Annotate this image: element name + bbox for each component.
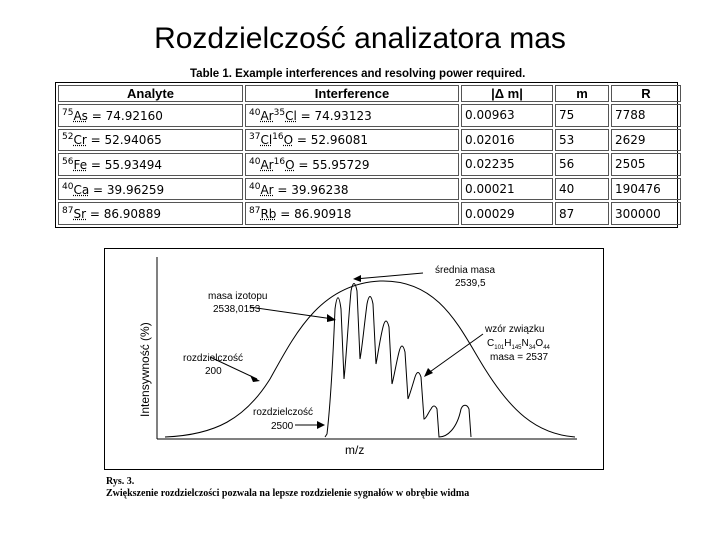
broad-peak-curve xyxy=(164,280,576,438)
figure-caption: Rys. 3. Zwiększenie rozdzielczości pozwa… xyxy=(106,476,469,500)
cell-delta-m: 0.00963 xyxy=(461,104,553,127)
resolution-2500-value: 2500 xyxy=(271,421,294,432)
resolution-2500-label: rozdzielczość xyxy=(253,407,313,418)
header-interference: Interference xyxy=(245,85,459,102)
cell-m: 40 xyxy=(555,177,609,201)
header-r: R xyxy=(611,85,681,102)
formula-title: wzór związku xyxy=(484,324,544,335)
cell-interference: 87Rb = 86.90918 xyxy=(245,202,459,225)
isotope-mass-pointer xyxy=(249,306,334,320)
cell-delta-m: 0.02235 xyxy=(461,153,553,176)
table-caption: Table 1. Example interferences and resol… xyxy=(190,68,526,80)
mean-mass-label: średnia masa xyxy=(435,265,495,276)
cell-m: 75 xyxy=(555,104,609,127)
header-analyte: Analyte xyxy=(58,85,243,102)
resolution-200-label: rozdzielczość xyxy=(183,353,243,364)
cell-delta-m: 0.00021 xyxy=(461,177,553,201)
header-m: m xyxy=(555,85,609,102)
resolution-200-pointer xyxy=(209,356,258,380)
figure-caption-number: Rys. 3. xyxy=(106,476,135,487)
figure-caption-text: Zwiększenie rozdzielczości pozwala na le… xyxy=(106,488,470,499)
cell-r: 7788 xyxy=(611,104,681,127)
spectrum-svg: Intensywność (%) m/z średnia masa 2539,5… xyxy=(138,257,577,457)
cell-delta-m: 0.00029 xyxy=(461,202,553,225)
cell-analyte: 40Ca = 39.96259 xyxy=(58,177,243,201)
cell-interference: 40Ar35Cl = 74.93123 xyxy=(245,104,459,127)
interference-table: Analyte Interference |Δ m| m R 75As = 74… xyxy=(55,82,681,228)
isotope-mass-value: 2538,0153 xyxy=(213,304,261,315)
mean-mass-pointer xyxy=(354,272,424,280)
formula: C101H145N34O44 xyxy=(487,338,551,351)
table-header-row: Analyte Interference |Δ m| m R xyxy=(58,85,681,102)
header-delta-m: |Δ m| xyxy=(461,85,553,102)
resolution-200-value: 200 xyxy=(205,366,222,377)
table-row: 87Sr = 86.90889 87Rb = 86.90918 0.00029 87 3… xyxy=(58,202,681,225)
cell-r: 190476 xyxy=(611,177,681,201)
table-row: 52Cr = 52.94065 37Cl16O = 52.96081 0.02016… xyxy=(58,128,681,152)
formula-mass: masa = 2537 xyxy=(490,352,549,363)
cell-m: 87 xyxy=(555,202,609,225)
slide-title: Rozdzielczość analizatora mas xyxy=(154,22,566,55)
cell-analyte: 52Cr = 52.94065 xyxy=(58,128,243,152)
x-axis-label: m/z xyxy=(345,443,364,457)
y-axis-label: Intensywność (%) xyxy=(138,322,152,417)
table-row: 75As = 74.92160 40Ar35Cl = 74.93123 0.0096… xyxy=(58,104,681,127)
cell-interference: 40Ar16O = 55.95729 xyxy=(245,153,459,176)
mass-spectrum-figure: Intensywność (%) m/z średnia masa 2539,5… xyxy=(104,248,604,470)
cell-r: 2629 xyxy=(611,128,681,152)
cell-analyte: 75As = 74.92160 xyxy=(58,104,243,127)
formula-pointer xyxy=(426,333,484,375)
cell-interference: 37Cl16O = 52.96081 xyxy=(245,128,459,152)
resolved-peaks-curve xyxy=(324,283,472,438)
cell-analyte: 87Sr = 86.90889 xyxy=(58,202,243,225)
cell-analyte: 56Fe = 55.93494 xyxy=(58,153,243,176)
cell-interference: 40Ar = 39.96238 xyxy=(245,177,459,201)
table-row: 56Fe = 55.93494 40Ar16O = 55.95729 0.02235… xyxy=(58,153,681,176)
cell-delta-m: 0.02016 xyxy=(461,128,553,152)
cell-r: 300000 xyxy=(611,202,681,225)
isotope-mass-label: masa izotopu xyxy=(208,291,267,302)
cell-m: 56 xyxy=(555,153,609,176)
cell-r: 2505 xyxy=(611,153,681,176)
mean-mass-value: 2539,5 xyxy=(455,278,486,289)
table-row: 40Ca = 39.96259 40Ar = 39.96238 0.00021 40 1… xyxy=(58,177,681,201)
cell-m: 53 xyxy=(555,128,609,152)
